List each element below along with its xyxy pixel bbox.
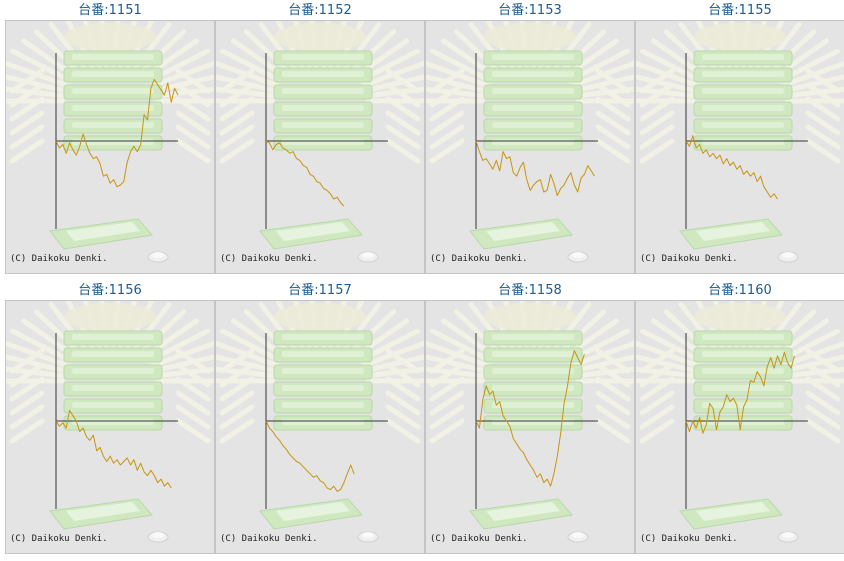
machine-title[interactable]: 台番:1151	[78, 3, 142, 18]
chart-panel: (C) Daikoku Denki.	[5, 20, 215, 274]
copyright-text: (C) Daikoku Denki.	[10, 254, 108, 264]
copyright-text: (C) Daikoku Denki.	[640, 254, 738, 264]
tray-art	[679, 218, 783, 250]
chart-cell-1151: 台番:1151 (C) Daikoku Denki.	[5, 0, 215, 278]
tray-art	[49, 218, 153, 250]
background-art	[6, 21, 214, 263]
stacked-tray-art	[483, 50, 583, 151]
chart-cell-1156: 台番:1156 (C) Daikoku Denki.	[5, 280, 215, 558]
chart-svg	[6, 21, 214, 263]
chart-panel: (C) Daikoku Denki.	[215, 20, 425, 274]
copyright-text: (C) Daikoku Denki.	[640, 534, 738, 544]
background-art	[216, 301, 424, 543]
chart-cell-1153: 台番:1153 (C) Daikoku Denki.	[425, 0, 635, 278]
chart-svg	[216, 21, 424, 263]
chart-svg	[6, 301, 214, 543]
machine-title[interactable]: 台番:1156	[78, 283, 142, 298]
data-line	[685, 351, 795, 434]
data-line	[475, 140, 596, 197]
chart-cell-1160: 台番:1160 (C) Daikoku Denki.	[635, 280, 844, 558]
data-line	[265, 140, 345, 207]
data-line	[265, 420, 355, 492]
stacked-tray-art	[693, 50, 793, 151]
tray-art	[679, 498, 783, 530]
coin-art	[147, 251, 169, 263]
chart-svg	[426, 301, 634, 543]
machine-title[interactable]: 台番:1155	[708, 3, 772, 18]
data-line	[685, 135, 778, 200]
chart-cell-1155: 台番:1155 (C) Daikoku Denki.	[635, 0, 844, 278]
chart-svg	[216, 301, 424, 543]
tray-art	[469, 218, 573, 250]
stacked-tray-art	[483, 330, 583, 431]
chart-panel: (C) Daikoku Denki.	[5, 300, 215, 554]
chart-svg	[636, 301, 844, 543]
machine-title[interactable]: 台番:1158	[498, 283, 562, 298]
chart-cell-1157: 台番:1157 (C) Daikoku Denki.	[215, 280, 425, 558]
machine-title[interactable]: 台番:1160	[708, 283, 772, 298]
tray-art	[259, 498, 363, 530]
coin-art	[567, 251, 589, 263]
chart-svg	[636, 21, 844, 263]
coin-art	[777, 531, 799, 543]
machine-title[interactable]: 台番:1157	[288, 283, 352, 298]
copyright-text: (C) Daikoku Denki.	[220, 254, 318, 264]
background-art	[426, 21, 634, 263]
chart-svg	[426, 21, 634, 263]
chart-cell-1158: 台番:1158 (C) Daikoku Denki.	[425, 280, 635, 558]
chart-panel: (C) Daikoku Denki.	[635, 20, 844, 274]
background-art	[636, 301, 844, 543]
chart-panel: (C) Daikoku Denki.	[215, 300, 425, 554]
tray-art	[469, 498, 573, 530]
data-line	[475, 350, 585, 487]
background-art	[216, 21, 424, 263]
chart-panel: (C) Daikoku Denki.	[635, 300, 844, 554]
stacked-tray-art	[63, 50, 163, 151]
copyright-text: (C) Daikoku Denki.	[430, 534, 528, 544]
stacked-tray-art	[273, 50, 373, 151]
coin-art	[147, 531, 169, 543]
coin-art	[567, 531, 589, 543]
chart-cell-1152: 台番:1152 (C) Daikoku Denki.	[215, 0, 425, 278]
tray-art	[49, 498, 153, 530]
data-line	[55, 78, 179, 188]
background-art	[426, 301, 634, 543]
coin-art	[357, 531, 379, 543]
stacked-tray-art	[273, 330, 373, 431]
machine-title[interactable]: 台番:1153	[498, 3, 562, 18]
chart-panel: (C) Daikoku Denki.	[425, 20, 635, 274]
chart-panel: (C) Daikoku Denki.	[425, 300, 635, 554]
coin-art	[357, 251, 379, 263]
machine-title[interactable]: 台番:1152	[288, 3, 352, 18]
copyright-text: (C) Daikoku Denki.	[430, 254, 528, 264]
coin-art	[777, 251, 799, 263]
tray-art	[259, 218, 363, 250]
data-line	[55, 409, 172, 489]
sunburst-art	[216, 301, 424, 444]
copyright-text: (C) Daikoku Denki.	[220, 534, 318, 544]
copyright-text: (C) Daikoku Denki.	[10, 534, 108, 544]
